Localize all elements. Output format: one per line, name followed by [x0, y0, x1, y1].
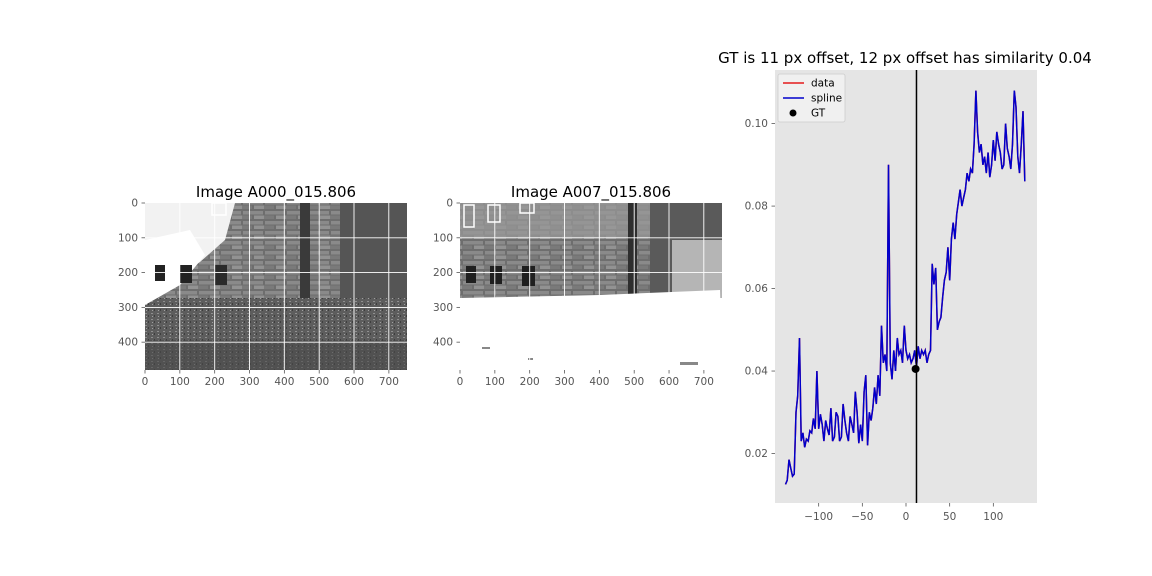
image-y-tick-label: 100 [433, 232, 453, 244]
similarity-plot-title: GT is 11 px offset, 12 px offset has sim… [718, 49, 1092, 67]
legend-data-label: data [811, 78, 835, 90]
legend: data spline GT [777, 73, 846, 123]
image-b-grid [460, 203, 722, 370]
image-y-tick-label: 200 [433, 267, 453, 279]
image-x-tick-label: 300 [554, 376, 574, 388]
image-x-tick-label: 600 [659, 376, 679, 388]
similarity-plot: GT is 11 px offset, 12 px offset has sim… [718, 49, 1092, 523]
image-y-tick-label: 100 [118, 232, 138, 244]
image-a-grid [145, 203, 407, 370]
image-x-tick-label: 100 [170, 376, 190, 388]
plot-y-tick-label: 0.02 [745, 448, 768, 460]
plot-x-tick-label: 100 [983, 511, 1003, 523]
image-x-tick-label: 200 [205, 376, 225, 388]
image-y-tick-label: 0 [446, 198, 453, 210]
image-a-pixels [145, 203, 407, 370]
plot-y-tick-label: 0.04 [745, 366, 769, 378]
image-a-title: Image A000_015.806 [196, 183, 356, 202]
series-spline-line [784, 90, 1026, 485]
image-x-tick-label: 100 [485, 376, 505, 388]
image-x-tick-label: 500 [309, 376, 329, 388]
plot-x-tick-label: 0 [903, 511, 910, 523]
image-b-x-ticks: 0 100 200 300 400 500 600 700 [457, 370, 714, 388]
image-y-tick-label: 300 [433, 302, 453, 314]
image-y-tick-label: 200 [118, 267, 138, 279]
image-panel-a000: Image A000_015.806 0 100 200 300 400 500 600 70… [118, 183, 407, 388]
image-x-tick-label: 700 [379, 376, 399, 388]
image-x-tick-label: 500 [624, 376, 644, 388]
plot-x-ticks: −100 −50 0 50 100 [804, 503, 1003, 523]
image-panel-a007: Image A007_015.806 0 10 [433, 183, 722, 388]
image-x-tick-label: 0 [457, 376, 464, 388]
image-x-tick-label: 300 [239, 376, 259, 388]
plot-y-ticks: 0.02 0.04 0.06 0.08 0.10 [745, 118, 775, 460]
plot-y-tick-label: 0.06 [745, 283, 769, 295]
image-a-y-ticks: 0 100 200 300 400 [118, 198, 145, 349]
image-y-tick-label: 400 [433, 337, 453, 349]
plot-x-tick-label: 50 [943, 511, 956, 523]
image-b-pixels [460, 203, 722, 370]
image-x-tick-label: 400 [274, 376, 294, 388]
image-x-tick-label: 0 [142, 376, 149, 388]
image-x-tick-label: 600 [344, 376, 364, 388]
image-y-tick-label: 300 [118, 302, 138, 314]
legend-gt-label: GT [811, 108, 826, 120]
image-x-tick-label: 400 [589, 376, 609, 388]
image-x-tick-label: 200 [520, 376, 540, 388]
image-y-tick-label: 400 [118, 337, 138, 349]
image-x-tick-label: 700 [694, 376, 714, 388]
legend-spline-label: spline [811, 93, 842, 105]
plot-x-tick-label: −50 [851, 511, 873, 523]
plot-y-tick-label: 0.10 [745, 118, 768, 130]
image-a-x-ticks: 0 100 200 300 400 500 600 700 [142, 370, 399, 388]
image-y-tick-label: 0 [131, 198, 138, 210]
gt-point [911, 364, 920, 373]
plot-y-tick-label: 0.08 [745, 201, 768, 213]
image-b-y-ticks: 0 100 200 300 400 [433, 198, 460, 349]
image-b-title: Image A007_015.806 [511, 183, 671, 202]
plot-x-tick-label: −100 [804, 511, 833, 523]
legend-gt-swatch [789, 109, 797, 117]
